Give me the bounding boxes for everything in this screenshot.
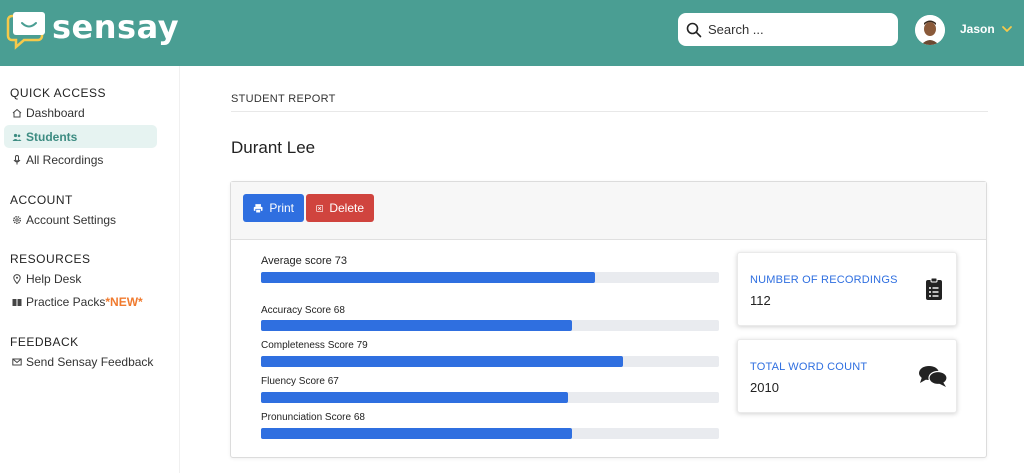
score-bar — [261, 320, 719, 331]
stat-card-word-count: TOTAL WORD COUNT 2010 — [737, 339, 957, 413]
users-icon — [12, 133, 22, 141]
printer-icon — [253, 203, 263, 213]
gear-icon — [13, 215, 21, 224]
new-badge: *NEW* — [105, 294, 143, 309]
section-title-feedback: FEEDBACK — [10, 335, 79, 349]
report-card: Print Delete Average score 73 Accuracy S… — [230, 181, 987, 458]
print-button[interactable]: Print — [243, 194, 304, 222]
sidebar-item-send-feedback[interactable]: Send Sensay Feedback — [4, 350, 157, 373]
sidebar-item-label: All Recordings — [26, 152, 104, 167]
sidebar-item-label: Dashboard — [26, 105, 85, 120]
sidebar-item-account-settings[interactable]: Account Settings — [4, 208, 157, 231]
divider — [231, 111, 988, 112]
sidebar-item-label: Practice Packs — [26, 294, 106, 309]
sidebar-item-practice-packs[interactable]: Practice Packs *NEW* — [4, 290, 157, 313]
section-title-account: ACCOUNT — [10, 193, 73, 207]
sidebar-item-all-recordings[interactable]: All Recordings — [4, 148, 157, 171]
user-avatar-icon — [915, 15, 945, 45]
score-bar-fill — [261, 428, 573, 439]
score-bar — [261, 428, 719, 439]
book-icon — [12, 298, 22, 306]
sensay-logo-icon[interactable] — [2, 10, 46, 50]
section-title-resources: RESOURCES — [10, 252, 91, 266]
score-label: Fluency Score 67 — [261, 376, 339, 387]
sidebar-item-label: Help Desk — [26, 271, 82, 286]
search-box[interactable] — [678, 13, 898, 46]
location-pin-icon — [13, 273, 21, 284]
score-bar-fill — [261, 356, 623, 367]
score-bar — [261, 392, 719, 403]
score-label: Completeness Score 79 — [261, 340, 368, 351]
print-label: Print — [269, 201, 294, 215]
sidebar-item-label: Send Sensay Feedback — [26, 354, 154, 369]
stat-value: 2010 — [750, 380, 779, 395]
section-title-quick-access: QUICK ACCESS — [10, 86, 107, 100]
student-name: Durant Lee — [231, 138, 316, 157]
sidebar: QUICK ACCESS Dashboard Students All Reco… — [0, 66, 180, 473]
clipboard-list-icon — [926, 277, 942, 300]
sidebar-item-label: Account Settings — [26, 212, 117, 227]
comments-icon — [919, 366, 948, 387]
delete-label: Delete — [329, 201, 364, 215]
score-bar-fill — [261, 320, 573, 331]
score-label: Accuracy Score 68 — [261, 305, 345, 316]
page-title: STUDENT REPORT — [231, 93, 336, 105]
stat-title: TOTAL WORD COUNT — [750, 361, 868, 373]
sidebar-item-label: Students — [26, 129, 78, 144]
search-icon — [686, 22, 702, 37]
score-bar-fill — [261, 392, 568, 403]
home-icon — [12, 108, 22, 117]
score-label: Pronunciation Score 68 — [261, 412, 365, 423]
sidebar-item-dashboard[interactable]: Dashboard — [4, 101, 157, 124]
score-bar-fill — [261, 272, 596, 283]
score-label: Average score 73 — [261, 255, 348, 267]
score-bar — [261, 356, 719, 367]
microphone-icon — [13, 154, 21, 164]
delete-button[interactable]: Delete — [306, 194, 374, 222]
username[interactable]: Jason — [960, 22, 995, 36]
avatar[interactable] — [915, 15, 945, 45]
stat-title: NUMBER OF RECORDINGS — [750, 274, 898, 286]
stat-value: 112 — [750, 293, 771, 308]
mail-icon — [12, 358, 22, 365]
sidebar-item-help-desk[interactable]: Help Desk — [4, 267, 157, 290]
close-box-icon — [316, 204, 324, 212]
sidebar-item-students[interactable]: Students — [4, 125, 157, 148]
top-header: sensay Jason — [0, 0, 1024, 66]
search-input[interactable] — [708, 22, 888, 37]
score-bar — [261, 272, 719, 283]
chevron-down-icon[interactable] — [1000, 22, 1014, 36]
stat-card-recordings: NUMBER OF RECORDINGS 112 — [737, 252, 957, 326]
card-toolbar: Print Delete — [231, 182, 986, 240]
brand-name: sensay — [52, 8, 180, 46]
